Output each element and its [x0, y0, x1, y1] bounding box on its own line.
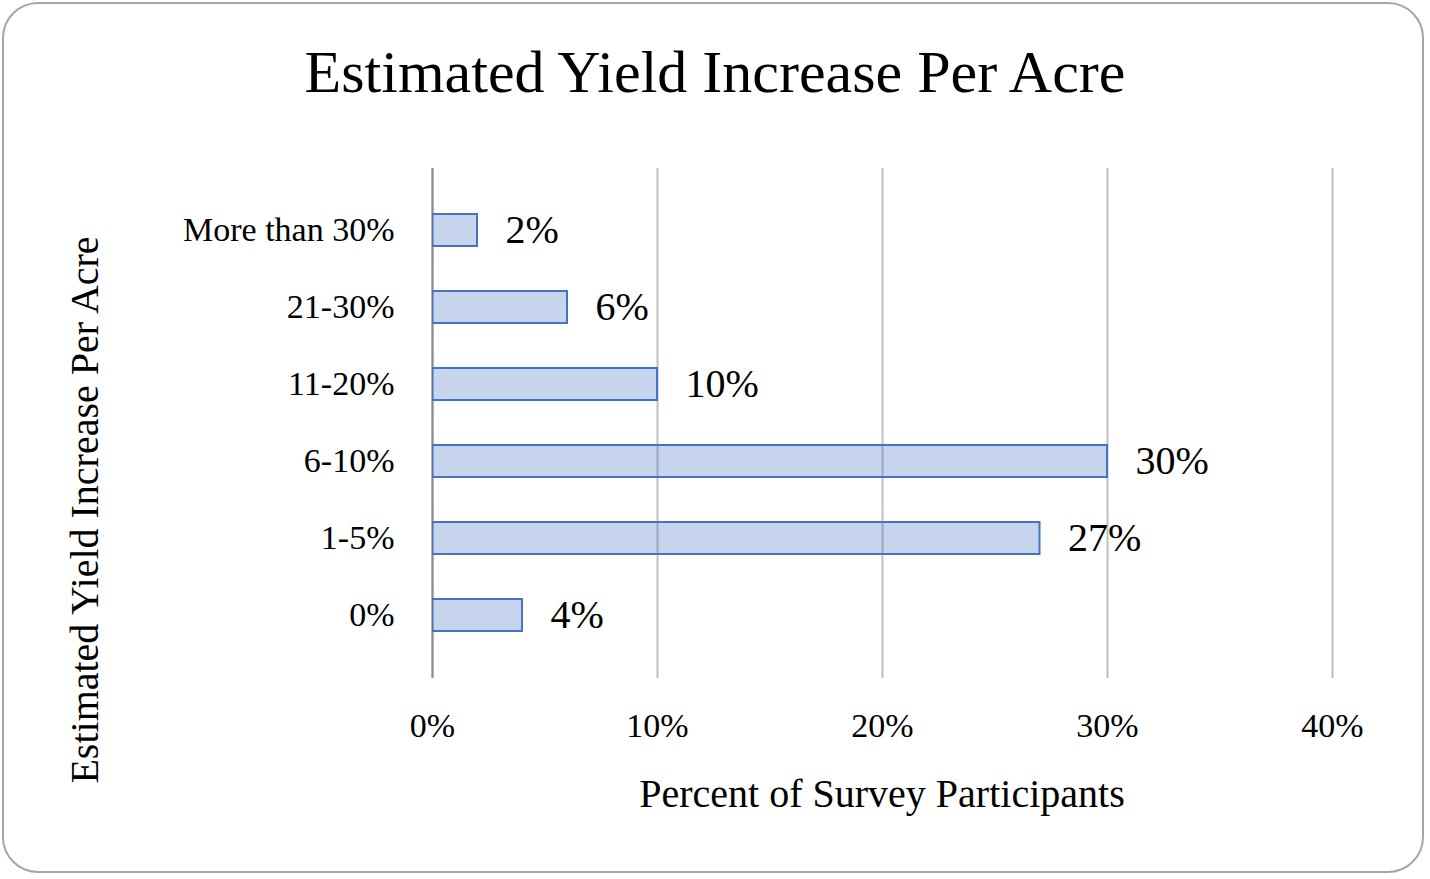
svg-text:10%: 10%	[686, 361, 759, 406]
svg-text:0%: 0%	[410, 707, 455, 744]
svg-text:11-20%: 11-20%	[288, 365, 394, 402]
svg-text:6-10%: 6-10%	[304, 442, 395, 479]
svg-text:1-5%: 1-5%	[321, 519, 395, 556]
html-text:Percent of Survey Participants: Percent of Survey Participants	[639, 771, 1125, 816]
svg-text:More than 30%: More than 30%	[183, 211, 395, 248]
svg-text:20%: 20%	[851, 707, 913, 744]
html-text:Estimated Yield Increase Per A: Estimated Yield Increase Per Acre	[304, 39, 1126, 105]
svg-text:2%: 2%	[506, 207, 559, 252]
svg-text:30%: 30%	[1076, 707, 1138, 744]
svg-text:30%: 30%	[1136, 438, 1209, 483]
svg-text:0%: 0%	[349, 596, 394, 633]
svg-text:4%: 4%	[551, 592, 604, 637]
svg-text:40%: 40%	[1301, 707, 1363, 744]
svg-text:6%: 6%	[596, 284, 649, 329]
svg-text:21-30%: 21-30%	[287, 288, 395, 325]
html-text:Estimated Yield Increase Per A: Estimated Yield Increase Per Acre	[61, 236, 107, 784]
svg-text:10%: 10%	[626, 707, 688, 744]
svg-text:27%: 27%	[1068, 515, 1141, 560]
